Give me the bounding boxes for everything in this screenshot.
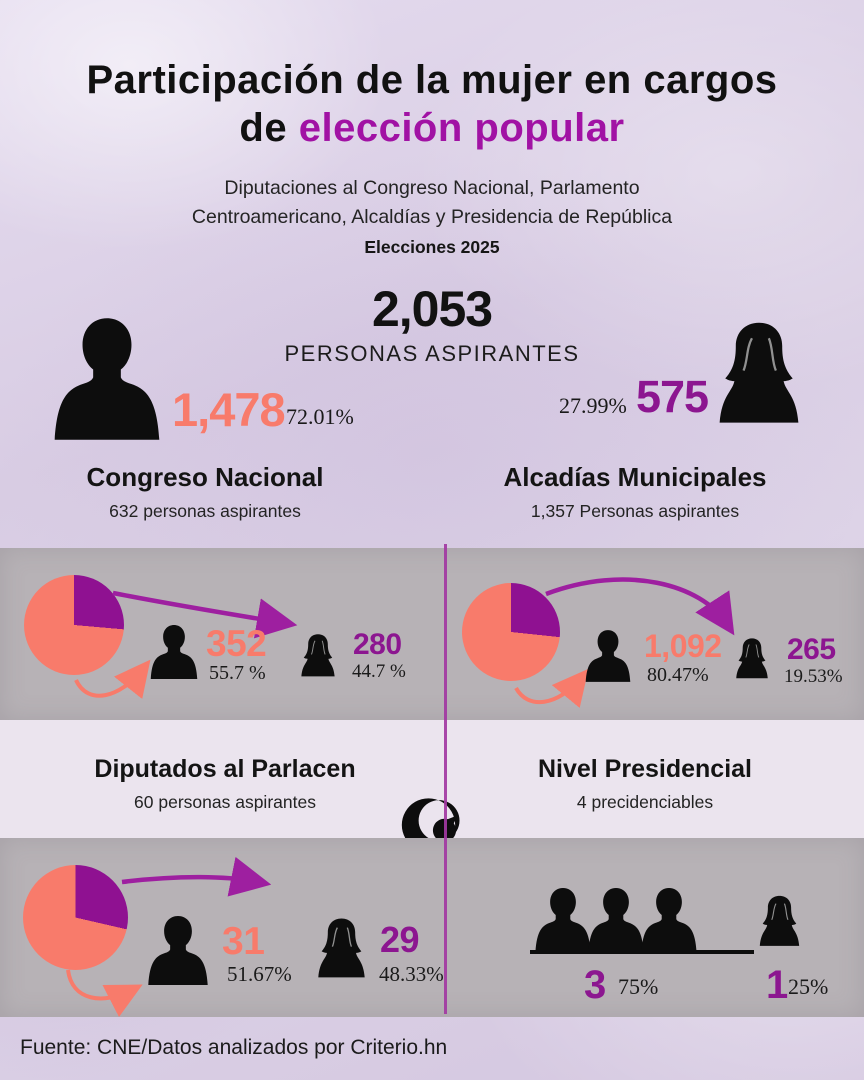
presidencial-women-value: 1 [766,963,788,1007]
parlacen-men-pct: 51.67% [227,962,292,986]
man-silhouette-icon [585,630,631,682]
congreso-women-pct: 44.7 % [352,661,406,682]
parlacen-women-pct: 48.33% [379,962,444,986]
title-line1: Participación de la mujer en cargos [86,58,778,102]
salmon-arrow-icon [514,668,589,708]
woman-silhouette-icon [299,632,337,678]
middle-band [0,720,864,838]
man-silhouette-icon [640,888,698,952]
man-silhouette-icon [147,916,209,985]
subtitle-line2: Centroamericano, Alcaldías y Presidencia… [191,206,673,228]
parlacen-title: Diputados al Parlacen [94,755,356,783]
congreso-subtitle: 632 personas aspirantes [109,501,301,521]
stats-band-2: 31 51.67% 29 48.33% 3 75% 1 25% [0,838,864,1017]
salmon-arrow-icon [66,969,143,1017]
alcaldias-men-pct: 80.47% [647,664,709,686]
stats-band-1: 352 55.7 % 280 44.7 % 1,092 80.47% 265 1… [0,548,864,720]
alcaldias-women-value: 265 [787,633,836,666]
purple-arrow-icon [121,856,272,897]
parlacen-women-value: 29 [380,919,420,960]
congreso-stats-panel: 352 55.7 % 280 44.7 % [0,548,446,720]
women-total-value: 575 [636,371,709,422]
women-total-pct: 27.99% [559,393,627,418]
men-group-baseline [530,950,754,954]
page-title: Participación de la mujer en cargos de e… [0,56,864,152]
title-accent: elección popular [298,106,625,150]
men-total-value: 1,478 [172,383,286,436]
woman-silhouette-icon [315,912,368,983]
congreso-pie-chart [24,575,124,675]
alcaldias-title: Alcadías Municipales [503,462,767,492]
divider-line [444,544,447,1014]
woman-silhouette-icon [714,312,804,432]
presidencial-women-pct: 25% [788,974,829,999]
section-header-presidencial: Nivel Presidencial 4 precidenciables [465,755,825,813]
section-header-alcaldias: Alcadías Municipales 1,357 Personas aspi… [460,462,810,522]
men-total-pct: 72.01% [286,404,354,429]
section-header-congreso: Congreso Nacional 632 personas aspirante… [30,462,380,522]
parlacen-pie-chart [23,865,128,970]
alcaldias-men-value: 1,092 [644,628,722,664]
woman-silhouette-icon [734,635,770,681]
presidencial-men-pct: 75% [618,974,659,999]
total-aspirants-value: 2,053 [371,281,493,337]
subtitle-line1: Diputaciones al Congreso Nacional, Parla… [224,177,640,199]
congreso-title: Congreso Nacional [86,462,324,492]
parlacen-subtitle: 60 personas aspirantes [134,792,316,812]
woman-silhouette-icon [757,890,802,951]
footer-source: Fuente: CNE/Datos analizados por Criteri… [20,1036,448,1059]
man-silhouette-icon [53,318,161,440]
purple-arrow-icon [545,577,735,636]
title-line2: de elección popular [0,104,864,152]
purple-arrow-icon [112,590,298,639]
congreso-men-pct: 55.7 % [209,662,266,684]
total-aspirants-label: PERSONAS ASPIRANTES [284,341,580,366]
man-silhouette-icon [534,888,592,952]
alcaldias-subtitle: 1,357 Personas aspirantes [530,501,740,521]
edition-label: Elecciones 2025 [364,237,500,257]
presidencial-stats-panel: 3 75% 1 25% [446,838,864,1017]
man-silhouette-icon [587,888,645,952]
congreso-women-value: 280 [353,628,402,661]
presidencial-title: Nivel Presidencial [537,755,752,783]
alcaldias-women-pct: 19.53% [784,666,843,687]
section-header-parlacen: Diputados al Parlacen 60 personas aspira… [45,755,405,813]
presidencial-subtitle: 4 precidenciables [576,792,714,812]
alcaldias-stats-panel: 1,092 80.47% 265 19.53% [446,548,864,720]
congreso-men-value: 352 [206,623,267,664]
parlacen-stats-panel: 31 51.67% 29 48.33% [0,838,446,1017]
presidencial-men-value: 3 [584,963,606,1007]
man-silhouette-icon [150,623,198,681]
alcaldias-pie-chart [462,583,560,681]
title-line2-prefix: de [239,106,288,150]
parlacen-men-value: 31 [222,920,265,963]
